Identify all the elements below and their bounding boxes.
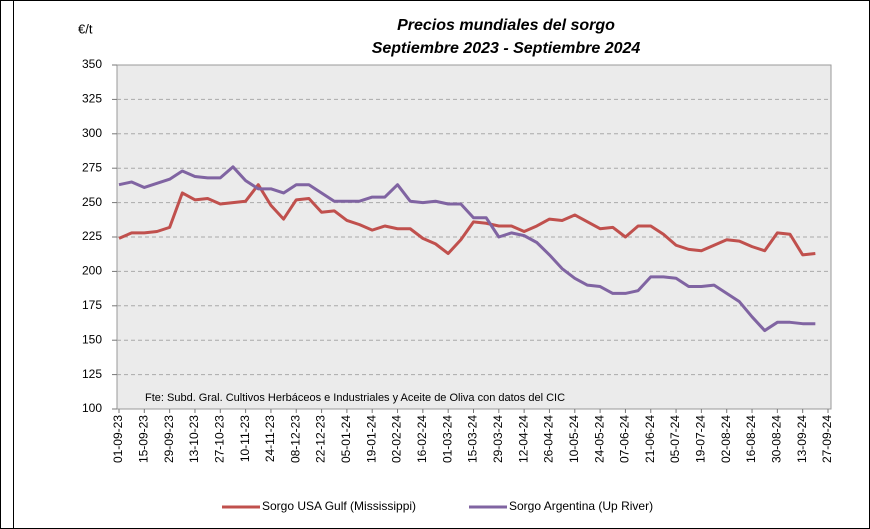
y-tick-label: 350 bbox=[82, 57, 102, 71]
x-tick-label: 15-09-23 bbox=[136, 415, 150, 463]
chart-subtitle: Septiembre 2023 - Septiembre 2024 bbox=[372, 40, 641, 57]
x-tick-label: 21-06-24 bbox=[643, 415, 657, 463]
y-tick-label: 275 bbox=[82, 160, 102, 174]
x-tick-label: 27-10-23 bbox=[212, 415, 226, 463]
x-tick-label: 10-05-24 bbox=[567, 415, 581, 463]
y-tick-label: 125 bbox=[82, 367, 102, 381]
x-tick-label: 19-07-24 bbox=[694, 415, 708, 463]
legend-label: Sorgo USA Gulf (Mississippi) bbox=[262, 499, 416, 513]
x-tick-label: 19-01-24 bbox=[364, 415, 378, 463]
legend-label: Sorgo Argentina (Up River) bbox=[509, 499, 653, 513]
y-tick-label: 200 bbox=[82, 264, 102, 278]
x-tick-label: 24-05-24 bbox=[592, 415, 606, 463]
x-tick-label: 05-01-24 bbox=[339, 415, 353, 463]
x-tick-label: 01-09-23 bbox=[111, 415, 125, 463]
y-tick-label: 300 bbox=[82, 126, 102, 140]
x-tick-label: 24-11-23 bbox=[263, 415, 277, 462]
y-tick-label: 150 bbox=[82, 332, 102, 346]
x-tick-label: 01-03-24 bbox=[440, 415, 454, 463]
series-line bbox=[118, 165, 816, 333]
x-tick-label: 16-02-24 bbox=[415, 415, 429, 463]
x-tick-label: 05-07-24 bbox=[668, 415, 682, 463]
y-tick-label: 250 bbox=[82, 195, 102, 209]
x-tick-label: 26-04-24 bbox=[542, 415, 556, 463]
x-tick-label: 15-03-24 bbox=[466, 415, 480, 463]
series-line bbox=[118, 183, 816, 257]
x-tick-label: 02-02-24 bbox=[390, 415, 404, 463]
x-tick-label: 13-10-23 bbox=[187, 415, 201, 463]
x-tick-label: 16-08-24 bbox=[744, 415, 758, 463]
x-tick-label: 07-06-24 bbox=[618, 415, 632, 463]
y-tick-label: 325 bbox=[82, 92, 102, 106]
x-tick-label: 27-09-24 bbox=[820, 415, 834, 463]
x-tick-label: 12-04-24 bbox=[516, 415, 530, 463]
y-tick-label: 225 bbox=[82, 229, 102, 243]
x-tick-label: 29-03-24 bbox=[491, 415, 505, 463]
y-axis-label: €/t bbox=[78, 21, 93, 36]
x-tick-label: 22-12-23 bbox=[314, 415, 328, 463]
x-tick-label: 30-08-24 bbox=[770, 415, 784, 463]
x-tick-label: 13-09-24 bbox=[795, 415, 809, 463]
x-tick-label: 02-08-24 bbox=[719, 415, 733, 463]
y-tick-label: 175 bbox=[82, 298, 102, 312]
y-tick-label: 100 bbox=[82, 401, 102, 415]
annotation: Fte: Subd. Gral. Cultivos Herbáceos e In… bbox=[145, 392, 565, 404]
x-tick-label: 29-09-23 bbox=[162, 415, 176, 463]
chart-title: Precios mundiales del sorgo bbox=[397, 17, 615, 34]
x-tick-label: 08-12-23 bbox=[288, 415, 302, 463]
x-tick-label: 10-11-23 bbox=[238, 415, 252, 462]
